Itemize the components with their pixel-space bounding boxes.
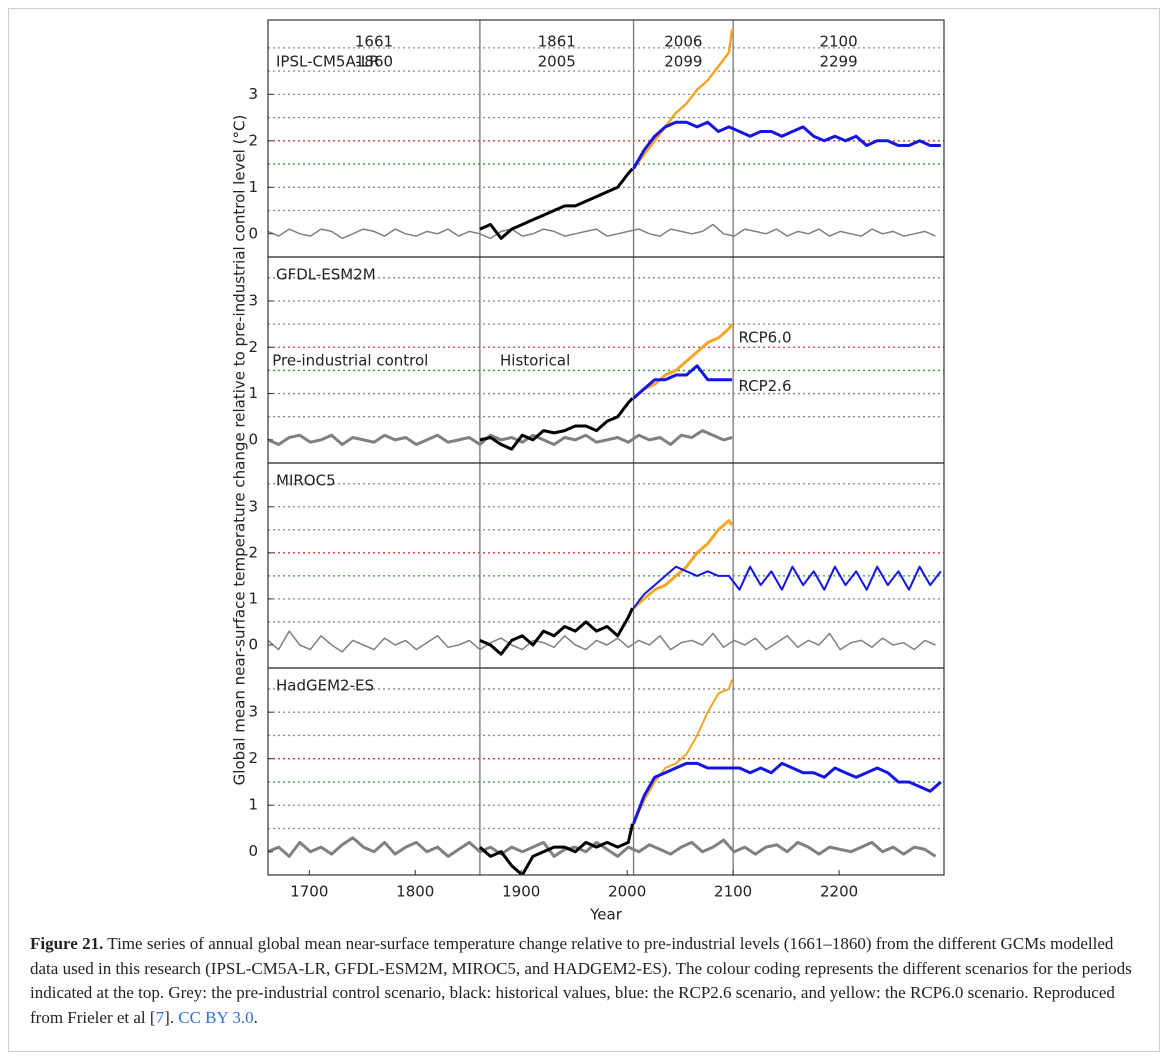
period-end: 2099 [664,53,702,71]
plot-area [268,29,941,240]
y-tick-label: 3 [248,703,258,721]
caption-ref[interactable]: 7 [155,1007,165,1027]
series-line [479,607,634,656]
caption-label: Figure 21. [30,934,104,953]
x-tick-label: 1700 [290,883,328,901]
series-line [479,397,634,451]
plot-area [268,519,942,656]
y-tick-label: 0 [248,224,258,242]
series-line [632,565,942,609]
caption-text: ]. [164,1007,179,1027]
series-line [632,679,734,825]
y-tick-label: 1 [248,178,258,196]
panel-title: HadGEM2-ES [276,677,374,695]
series-line [479,167,634,240]
annotation: Pre-industrial control [272,352,428,370]
series-line [268,630,936,653]
series-line [632,364,733,400]
caption-text: . [253,1007,258,1027]
y-tick-label: 0 [248,842,258,860]
y-tick-label: 0 [248,430,258,448]
y-tick-label: 3 [248,85,258,103]
x-tick-label: 2100 [714,883,752,901]
series-line [632,761,942,825]
x-tick-label: 1800 [396,883,434,901]
series-line [632,29,734,170]
y-tick-label: 1 [248,796,258,814]
period-end: 2299 [819,53,857,71]
series-line [268,429,733,446]
panel-frame [267,462,945,669]
series-line [632,120,941,170]
caption-license[interactable]: CC BY 3.0 [178,1007,254,1027]
annotation: RCP2.6 [738,377,791,395]
period-start: 1661 [355,33,393,51]
panel-title: MIROC5 [276,472,336,490]
y-tick-label: 0 [248,635,258,653]
period-start: 2006 [664,33,702,51]
y-axis-label: Global mean near-surface temperature cha… [231,115,249,786]
plot-area [268,323,734,451]
panel-frame [267,667,945,876]
series-line [268,836,937,858]
y-tick-label: 1 [248,384,258,402]
figure-frame [8,8,1160,1052]
x-tick-label: 1900 [502,883,540,901]
series-line [478,823,634,875]
period-start: 2100 [819,33,857,51]
plot-area [268,679,942,875]
y-tick-label: 3 [248,497,258,515]
series-line [268,223,936,240]
caption: Figure 21. Time series of annual global … [30,932,1140,1030]
annotation: RCP6.0 [738,329,791,347]
y-tick-label: 2 [248,543,258,561]
period-start: 1861 [538,33,576,51]
caption-text: Time series of annual global mean near-s… [30,934,1132,1027]
x-tick-label: 2200 [820,883,858,901]
panel-title: IPSL-CM5A-LR [276,53,380,71]
series-line [632,323,734,400]
panel-title: GFDL-ESM2M [276,266,376,284]
y-tick-label: 2 [248,338,258,356]
y-tick-label: 2 [248,131,258,149]
chart: Global mean near-surface temperature cha… [231,19,945,924]
series-line [632,519,734,610]
y-tick-label: 2 [248,749,258,767]
period-end: 2005 [538,53,576,71]
y-tick-label: 3 [248,291,258,309]
period-end: 1860 [355,53,393,71]
x-axis-label: Year [589,906,623,924]
annotation: Historical [500,352,570,370]
x-tick-label: 2000 [608,883,646,901]
y-tick-label: 1 [248,589,258,607]
